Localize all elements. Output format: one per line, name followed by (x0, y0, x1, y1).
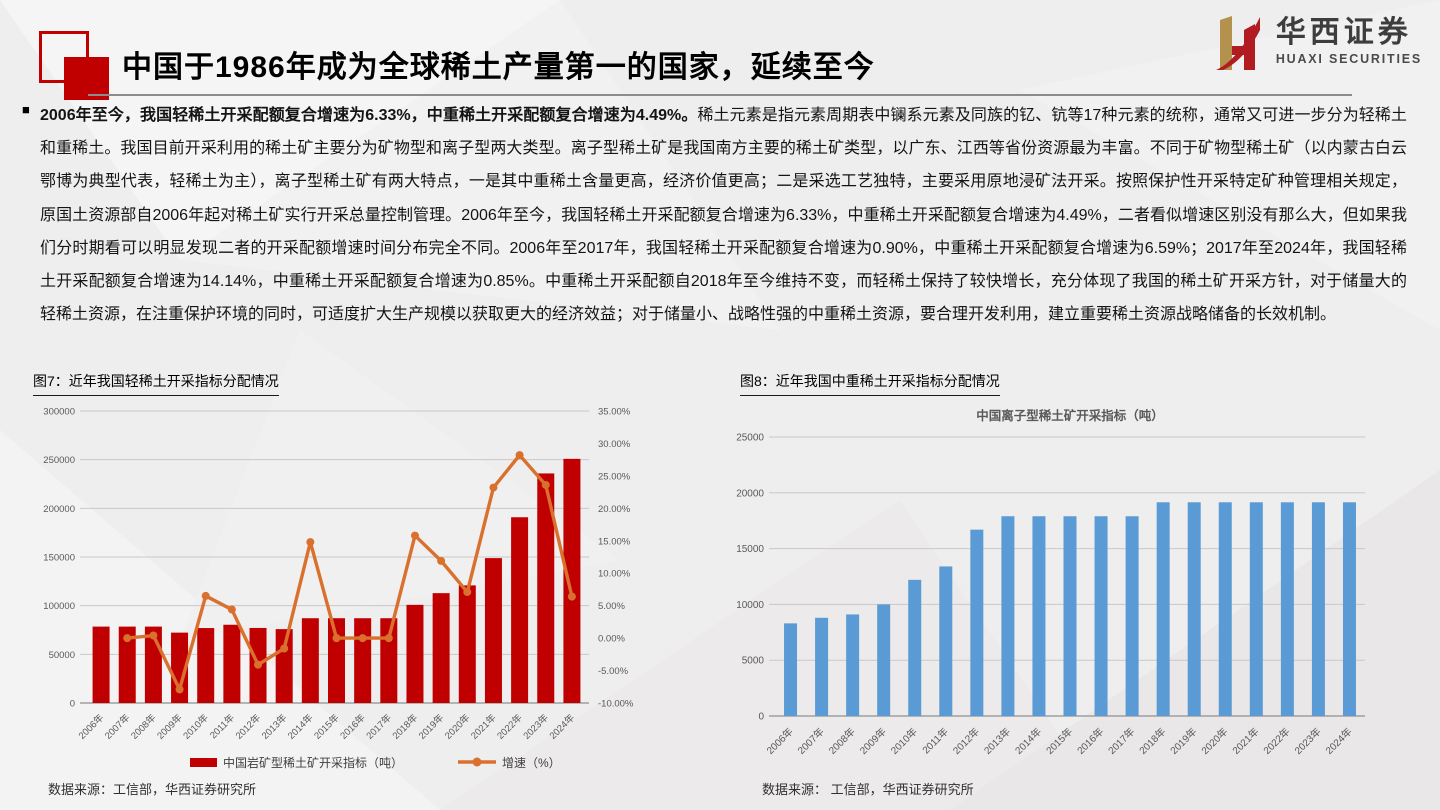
huaxi-logo: 华西证券 HUAXI SECURITIES (1212, 13, 1422, 73)
svg-text:25000: 25000 (736, 433, 764, 444)
svg-text:2012年: 2012年 (950, 725, 982, 757)
svg-text:2017年: 2017年 (364, 711, 395, 742)
huaxi-h-logo-icon (1215, 16, 1260, 70)
svg-text:2010年: 2010年 (888, 725, 920, 757)
logo-name-en: HUAXI SECURITIES (1275, 52, 1422, 66)
svg-text:10.00%: 10.00% (598, 569, 631, 580)
svg-text:2020年: 2020年 (1198, 725, 1230, 757)
ion-rare-earth-quota-chart: 中国离子型稀土矿开采指标（吨） 0 5000 10000 15000 20000 25000… (736, 408, 1365, 757)
figure7-source: 数据来源：工信部，华西证券研究所 (48, 782, 257, 797)
svg-text:2008年: 2008年 (826, 725, 858, 757)
svg-text:2007年: 2007年 (102, 711, 133, 742)
svg-text:2021年: 2021年 (468, 711, 499, 742)
svg-text:2018年: 2018年 (1136, 725, 1168, 757)
page-title: 中国于1986年成为全球稀土产量第一的国家，延续至今 (122, 51, 875, 84)
svg-text:30.00%: 30.00% (598, 439, 631, 450)
svg-text:2020年: 2020年 (442, 711, 473, 742)
svg-text:2012年: 2012年 (233, 711, 264, 742)
summary-paragraph: 2006年至今，我国轻稀土开采配额复合增速为6.33%，中重稀土开采配额复合增速… (40, 99, 1407, 331)
svg-text:2016年: 2016年 (1074, 725, 1106, 757)
svg-text:2006年: 2006年 (76, 711, 107, 742)
svg-text:-5.00%: -5.00% (598, 666, 629, 677)
svg-text:15000: 15000 (736, 544, 764, 555)
svg-text:200000: 200000 (43, 504, 75, 515)
svg-text:2018年: 2018年 (390, 711, 421, 742)
svg-text:2019年: 2019年 (1167, 725, 1199, 757)
svg-text:2021年: 2021年 (1229, 725, 1261, 757)
svg-text:2015年: 2015年 (1043, 725, 1075, 757)
svg-text:中国离子型稀土矿开采指标（吨）: 中国离子型稀土矿开采指标（吨） (976, 408, 1164, 423)
svg-text:中国岩矿型稀土矿开采指标（吨）: 中国岩矿型稀土矿开采指标（吨） (223, 755, 403, 770)
svg-text:0.00%: 0.00% (598, 634, 625, 645)
svg-text:2013年: 2013年 (981, 725, 1013, 757)
light-rare-earth-quota-chart: 0 50000 100000 150000 200000 250000 300000 35.0… (43, 407, 634, 771)
svg-text:150000: 150000 (43, 553, 75, 564)
svg-text:5.00%: 5.00% (598, 601, 625, 612)
svg-text:2006年: 2006年 (764, 725, 796, 757)
svg-text:2024年: 2024年 (547, 711, 578, 742)
svg-text:2008年: 2008年 (128, 711, 159, 742)
svg-text:2011年: 2011年 (919, 725, 950, 756)
bullet-square-icon: ■ (22, 102, 30, 117)
svg-text:2011年: 2011年 (207, 711, 237, 741)
svg-text:2022年: 2022年 (495, 711, 526, 742)
svg-text:2016年: 2016年 (338, 711, 369, 742)
svg-text:25.00%: 25.00% (598, 471, 631, 482)
header-divider (88, 94, 1352, 96)
svg-text:20000: 20000 (736, 488, 764, 499)
svg-text:2022年: 2022年 (1260, 725, 1292, 757)
summary-lead-bold: 2006年至今，我国轻稀土开采配额复合增速为6.33%，中重稀土开采配额复合增速… (40, 107, 698, 124)
svg-text:-10.00%: -10.00% (598, 699, 634, 710)
svg-text:2010年: 2010年 (181, 711, 212, 742)
svg-text:2023年: 2023年 (1292, 725, 1324, 757)
svg-text:300000: 300000 (43, 407, 75, 418)
svg-text:35.00%: 35.00% (598, 407, 631, 418)
svg-text:2023年: 2023年 (521, 711, 552, 742)
svg-text:2009年: 2009年 (155, 711, 186, 742)
svg-text:0: 0 (758, 712, 764, 723)
svg-text:2014年: 2014年 (285, 711, 316, 742)
svg-text:2013年: 2013年 (259, 711, 290, 742)
svg-text:100000: 100000 (43, 601, 75, 612)
svg-text:2017年: 2017年 (1105, 725, 1137, 757)
svg-text:15.00%: 15.00% (598, 536, 631, 547)
title-square-decoration (64, 57, 109, 100)
svg-text:2009年: 2009年 (857, 725, 889, 757)
figure8-source: 数据来源： 工信部，华西证券研究所 (762, 782, 974, 797)
svg-text:增速（%）: 增速（%） (502, 756, 561, 770)
svg-text:50000: 50000 (49, 650, 75, 661)
logo-name-cn: 华西证券 (1275, 16, 1412, 49)
svg-text:10000: 10000 (736, 600, 764, 611)
svg-text:2024年: 2024年 (1323, 725, 1355, 757)
svg-text:2019年: 2019年 (416, 711, 447, 742)
svg-text:2014年: 2014年 (1012, 725, 1044, 757)
svg-text:20.00%: 20.00% (598, 504, 631, 515)
svg-text:5000: 5000 (742, 656, 765, 667)
svg-text:2007年: 2007年 (795, 725, 827, 757)
summary-rest: 稀土元素是指元素周期表中镧系元素及同族的钇、钪等17种元素的统称，通常又可进一步… (40, 107, 1407, 324)
figure7-caption: 图7：近年我国轻稀土开采指标分配情况 (33, 371, 279, 396)
svg-text:250000: 250000 (43, 455, 75, 466)
figure8-caption: 图8：近年我国中重稀土开采指标分配情况 (740, 371, 1000, 396)
svg-text:0: 0 (70, 699, 75, 710)
svg-text:2015年: 2015年 (311, 711, 342, 742)
